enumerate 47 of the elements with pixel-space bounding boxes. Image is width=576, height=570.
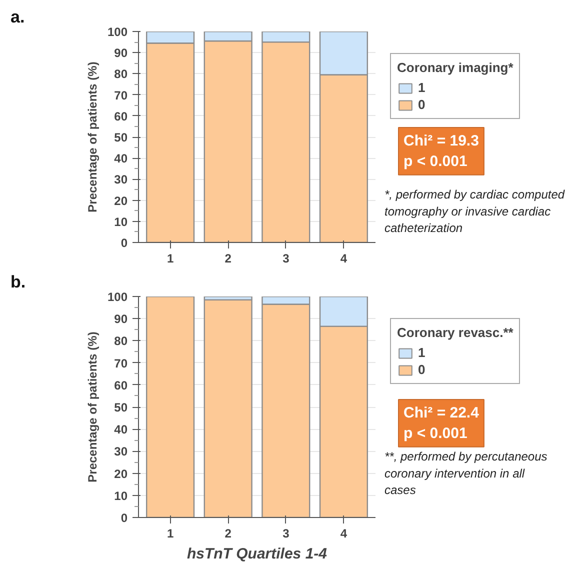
y-tick-label: 50: [114, 400, 128, 414]
y-tick-label: 30: [114, 444, 128, 459]
text: Chi² = 19.3 p < 0.001: [404, 132, 479, 170]
y-tick-label: 0: [120, 511, 128, 525]
y-axis-title: Precentage of patients (%): [85, 332, 100, 482]
x-tick-label: 3: [282, 252, 290, 266]
x-tick-label: 4: [340, 252, 348, 266]
legend-label: 0: [418, 362, 426, 377]
legend-label: 1: [418, 80, 426, 95]
x-tick-label: 4: [340, 526, 348, 540]
text: *, performed by cardiac computed tomography or invasive cardiac catheterization: [384, 188, 565, 236]
chart-title: b.: [10, 272, 26, 292]
y-tick-label: 90: [114, 312, 128, 326]
y-tick-label: 10: [114, 214, 128, 229]
y-axis-title: Precentage of patients (%): [85, 62, 100, 212]
x-tick-label: 1: [166, 526, 174, 540]
y-tick-label: 80: [114, 67, 128, 82]
x-tick-label: 3: [282, 526, 290, 540]
legend-label: 1: [418, 345, 426, 360]
x-tick-label: 1: [166, 252, 174, 266]
y-tick-label: 40: [114, 422, 128, 437]
y-tick-label: 60: [114, 378, 128, 392]
legend-title: Coronary imaging*: [397, 60, 514, 75]
x-tick-label: 2: [224, 526, 232, 540]
y-tick-label: 70: [114, 356, 128, 370]
text: **, performed by percutaneous coronary intervention in all cases: [384, 450, 548, 498]
y-tick-label: 90: [114, 46, 128, 60]
chart-title: a.: [10, 8, 25, 26]
legend-label: 0: [418, 97, 426, 112]
y-tick-label: 0: [120, 236, 128, 250]
y-tick-label: 10: [114, 488, 128, 503]
x-tick-label: 2: [224, 252, 232, 266]
y-tick-label: 70: [114, 88, 128, 102]
y-tick-label: 30: [114, 172, 128, 187]
y-tick-label: 20: [114, 466, 128, 481]
y-tick-label: 20: [114, 194, 128, 208]
y-tick-label: 50: [114, 130, 128, 144]
y-tick-label: 40: [114, 152, 128, 166]
y-tick-label: 60: [114, 109, 128, 124]
bar: [204, 299, 252, 518]
legend-title: Coronary revasc.**: [397, 325, 514, 340]
text: Chi² = 22.4 p < 0.001: [404, 404, 480, 442]
y-tick-label: 100: [107, 290, 128, 304]
y-tick-label: 100: [107, 25, 128, 39]
x-axis-title: hsTnT Quartiles 1-4: [186, 546, 328, 562]
y-tick-label: 80: [114, 334, 128, 348]
bar: [146, 296, 195, 518]
